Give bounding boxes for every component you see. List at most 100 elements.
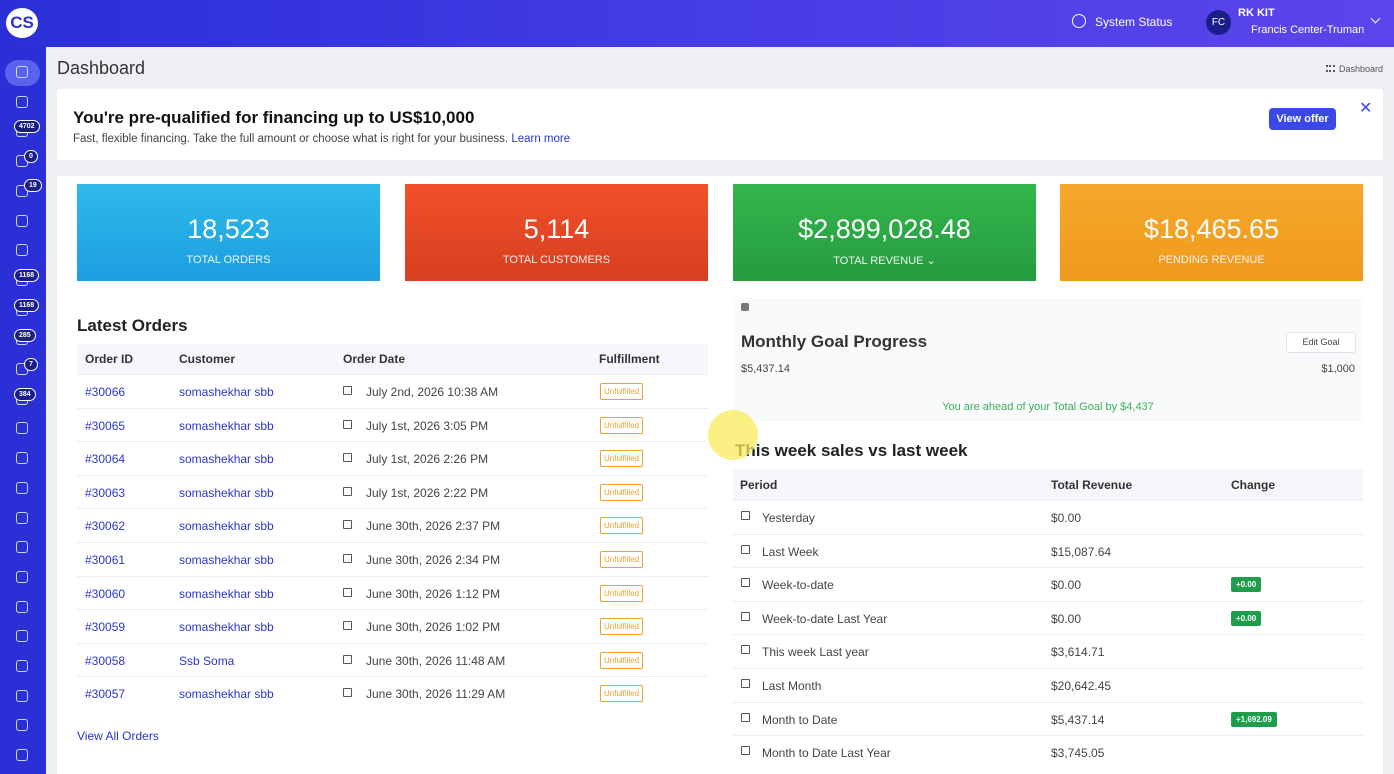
weekly-header-cell: Period — [740, 478, 778, 492]
calendar-icon — [343, 520, 352, 530]
nav-icon[interactable] — [16, 630, 28, 643]
view-offer-button[interactable]: View offer — [1269, 108, 1336, 130]
order-id[interactable]: #30059 — [85, 620, 126, 635]
customer[interactable]: somashekhar sbb — [179, 519, 274, 534]
customer[interactable]: somashekhar sbb — [179, 485, 274, 500]
nav-icon[interactable] — [16, 214, 28, 227]
customer[interactable]: somashekhar sbb — [179, 687, 274, 702]
order-date: June 30th, 2026 2:34 PM — [366, 553, 501, 567]
order-date: July 2nd, 2026 10:38 AM — [366, 385, 499, 399]
fulfillment-badge: Unfulfilled — [600, 584, 644, 602]
weekly-title: This week sales vs last week — [735, 441, 968, 460]
stat-card[interactable]: $18,465.65 PENDING REVENUE — [1060, 184, 1363, 281]
goal-current: $5,437.14 — [741, 363, 790, 375]
nav-badge: 1168 — [14, 269, 40, 282]
weekly-row — [733, 701, 1363, 735]
fulfillment-badge: Unfulfilled — [600, 685, 644, 703]
nav-icon[interactable] — [16, 719, 28, 732]
calendar-icon — [343, 453, 352, 463]
period: Week-to-date Last Year — [762, 611, 888, 626]
customer[interactable]: Ssb Soma — [179, 653, 235, 668]
order-id[interactable]: #30065 — [85, 418, 126, 433]
nav-icon[interactable] — [16, 689, 28, 702]
customer[interactable]: somashekhar sbb — [179, 385, 274, 399]
calendar-icon — [343, 419, 352, 429]
orders-header-cell: Fulfillment — [599, 352, 660, 366]
close-button[interactable]: ✕ — [1359, 100, 1373, 117]
calendar-icon — [741, 679, 750, 688]
stat-value: 18,523 — [187, 214, 270, 244]
order-id[interactable]: #30063 — [85, 485, 126, 500]
goal-target: $1,000 — [1321, 363, 1355, 375]
page-title: Dashboard — [57, 58, 146, 78]
orders-title: Latest Orders — [77, 316, 188, 335]
system-status[interactable]: System Status — [1095, 15, 1173, 29]
revenue: $3,614.71 — [1051, 645, 1105, 660]
nav-icon[interactable] — [16, 481, 28, 494]
customer[interactable]: somashekhar sbb — [179, 418, 274, 433]
customer[interactable]: somashekhar sbb — [179, 620, 274, 635]
calendar-icon — [741, 746, 750, 756]
stat-label: PENDING REVENUE — [1158, 254, 1265, 266]
edit-goal-button[interactable]: Edit Goal — [1286, 332, 1356, 353]
nav-icon[interactable] — [16, 541, 28, 554]
view-all-orders[interactable]: View All Orders — [77, 729, 159, 743]
change-badge: +0.00 — [1231, 610, 1262, 626]
sidebar: 4702 0 19 1168 1168 285 7 384 — [0, 47, 46, 774]
order-id[interactable]: #30057 — [85, 687, 126, 702]
nav-badge: 4702 — [14, 120, 40, 133]
customer[interactable]: somashekhar sbb — [179, 586, 274, 601]
weekly-row — [733, 735, 1363, 768]
calendar-icon — [343, 486, 352, 496]
calendar-icon — [741, 611, 750, 621]
order-id[interactable]: #30061 — [85, 553, 126, 567]
weekly-row — [733, 533, 1363, 567]
weekly-row — [733, 567, 1363, 600]
order-id[interactable]: #30064 — [85, 452, 126, 467]
stat-card[interactable]: $2,899,028.48 TOTAL REVENUE ⌄ — [733, 184, 1036, 281]
breadcrumb[interactable]: Dashboard — [1339, 64, 1384, 74]
active-item[interactable] — [5, 60, 40, 86]
order-id[interactable]: #30062 — [85, 519, 126, 534]
nav-icon[interactable] — [16, 570, 28, 583]
stat-value: $2,899,028.48 — [798, 214, 971, 244]
nav-icon[interactable] — [16, 660, 28, 672]
customer[interactable]: somashekhar sbb — [179, 553, 274, 567]
customer[interactable]: somashekhar sbb — [179, 452, 274, 467]
calendar-icon — [741, 645, 750, 655]
nav-icon[interactable] — [16, 66, 28, 78]
nav-icon[interactable] — [16, 422, 28, 435]
chevron[interactable] — [1370, 13, 1381, 24]
order-id[interactable]: #30058 — [85, 653, 126, 668]
logo[interactable]: CS — [6, 8, 38, 38]
period: Last Month — [762, 679, 822, 693]
avatar[interactable]: FC — [1206, 10, 1231, 35]
fulfillment-badge: Unfulfilled — [600, 618, 644, 636]
top-bar: CS System Status FC RK KIT Francis Cente… — [0, 0, 1394, 47]
fulfillment-badge: Unfulfilled — [600, 416, 644, 434]
calendar-icon — [343, 654, 352, 664]
calendar-icon — [343, 587, 352, 597]
order-id[interactable]: #30060 — [85, 586, 126, 601]
fulfillment-badge: Unfulfilled — [600, 383, 644, 400]
nav-icon[interactable] — [16, 511, 28, 524]
nav-icon[interactable] — [16, 600, 28, 613]
order-row — [77, 542, 708, 575]
learn-more[interactable]: Learn more — [511, 133, 571, 145]
nav-icon[interactable] — [16, 749, 28, 762]
banner: You're pre-qualified for financing up to… — [57, 89, 1383, 160]
nav-icon[interactable] — [16, 244, 28, 257]
order-id[interactable]: #30066 — [85, 385, 126, 399]
nav-icon[interactable] — [16, 95, 28, 108]
stat-card[interactable]: 5,114 TOTAL CUSTOMERS — [405, 184, 708, 281]
nav-icon[interactable] — [16, 452, 28, 465]
stat-card[interactable]: 18,523 TOTAL ORDERS — [77, 184, 380, 281]
calendar-icon — [741, 511, 750, 520]
nav-badge: 7 — [24, 358, 38, 371]
stat-label: TOTAL ORDERS — [186, 254, 271, 266]
period: Last Week — [762, 544, 819, 559]
revenue: $0.00 — [1051, 511, 1082, 525]
goal-card: Monthly Goal Progress Edit Goal $5,437.1… — [733, 298, 1363, 422]
weekly-row — [733, 634, 1363, 667]
